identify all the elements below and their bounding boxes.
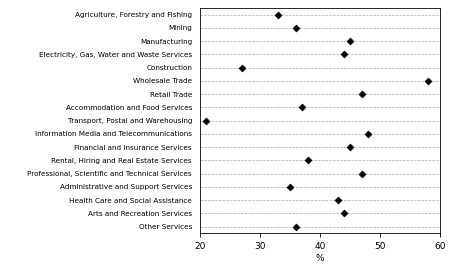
Point <box>286 185 294 189</box>
Point <box>292 224 300 229</box>
Point <box>425 79 432 83</box>
X-axis label: %: % <box>316 254 324 263</box>
Point <box>298 105 306 109</box>
Point <box>346 145 354 149</box>
Point <box>340 211 348 215</box>
Point <box>274 12 281 17</box>
Point <box>238 65 246 70</box>
Point <box>365 132 372 136</box>
Point <box>292 26 300 30</box>
Point <box>202 118 209 123</box>
Point <box>346 39 354 43</box>
Point <box>359 92 366 96</box>
Point <box>359 171 366 176</box>
Point <box>304 158 311 162</box>
Point <box>335 198 342 202</box>
Point <box>340 52 348 56</box>
